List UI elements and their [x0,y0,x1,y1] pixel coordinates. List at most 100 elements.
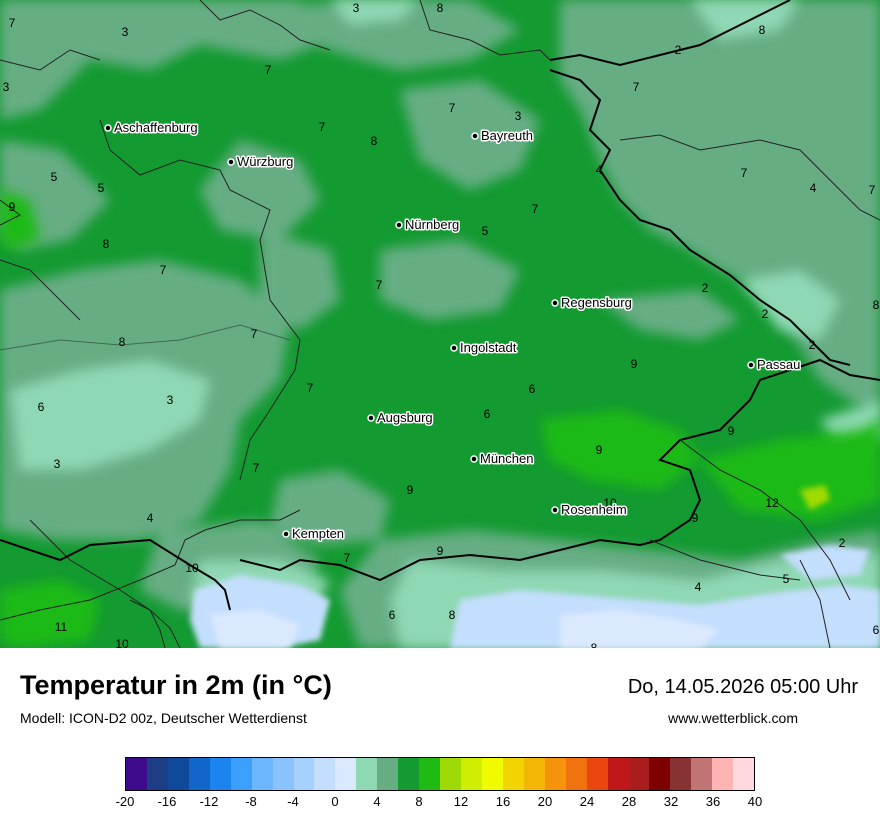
legend-swatch [146,758,168,790]
temperature-value: 2 [702,281,709,295]
temperature-value: 3 [3,80,10,94]
temperature-value: 7 [376,278,383,292]
temperature-map: 7 3 3 8 8 3 7 2 7 7 3 7 8 7 5 5 4 7 4 7 9 7 5 8 7 7 2 8 2 7 8 2 9 7 6 3 6 6 9 9… [0,0,880,648]
city-dot [104,124,112,132]
temperature-value: 5 [51,170,58,184]
legend-tick-label: -8 [245,794,257,809]
legend-swatch [272,758,294,790]
temperature-value: 3 [353,1,360,15]
city-label: Augsburg [377,410,433,425]
temperature-value: 7 [869,183,876,197]
legend-swatch [523,758,545,790]
legend-swatch [188,758,210,790]
legend-swatch [398,758,420,790]
temperature-value: 8 [759,23,766,37]
legend-swatch [628,758,650,790]
city-rosenheim: Rosenheim [551,501,628,519]
city-aschaffenburg: Aschaffenburg [104,119,199,137]
legend-swatch [377,758,399,790]
legend-tick-label: 0 [331,794,339,809]
temperature-value: 10 [185,561,199,575]
legend-tick-label: 20 [537,794,553,809]
temperature-value: 12 [765,496,779,510]
color-legend [125,757,755,791]
temperature-value: 4 [596,163,603,177]
legend-tick-label: -20 [115,794,135,809]
temperature-value: 7 [253,461,260,475]
legend-swatch [607,758,629,790]
legend-swatch [565,758,587,790]
legend-swatch [126,758,147,790]
temperature-value: 5 [783,572,790,586]
temperature-value: 9 [437,544,444,558]
legend-tick-label: 28 [621,794,637,809]
footer: Temperatur in 2m (in °C) Modell: ICON-D2… [0,648,880,830]
city-dot [747,361,755,369]
temperature-value: 8 [119,335,126,349]
city-label: Passau [757,357,800,372]
legend-swatch [335,758,357,790]
legend-tick-label: 16 [495,794,511,809]
temperature-value: 9 [631,357,638,371]
temperature-value: 6 [484,407,491,421]
legend-swatch [251,758,273,790]
temperature-value: 9 [692,511,699,525]
temperature-value: 10 [115,637,129,648]
legend-tick-label: 32 [663,794,679,809]
temperature-value: 5 [482,224,489,238]
legend-swatch [293,758,315,790]
legend-tick-label: -4 [287,794,299,809]
temperature-value: 9 [728,424,735,438]
temperature-value: 7 [170,121,177,135]
temperature-value: 2 [839,536,846,550]
temperature-value: 8 [873,298,880,312]
city-label: Ingolstadt [460,340,517,355]
city-dot [450,344,458,352]
city-label: Regensburg [561,295,632,310]
temperature-value: 3 [122,25,129,39]
city-ingolstadt: Ingolstadt [450,339,518,357]
legend-tick-label: 12 [453,794,469,809]
legend-swatch [461,758,482,790]
city-passau: Passau [747,356,802,374]
temperature-value: 11 [55,620,68,634]
city-regensburg: Regensburg [551,294,633,312]
temperature-value: 3 [54,457,61,471]
temperature-value: 8 [591,641,598,648]
legend-swatch [502,758,524,790]
city-label: Rosenheim [561,502,627,517]
city-label: München [480,451,533,466]
legend-swatch [167,758,189,790]
temperature-value: 5 [98,181,105,195]
borders [0,0,880,648]
legend-swatch [712,758,734,790]
legend-swatch [544,758,566,790]
legend-swatch [230,758,252,790]
legend-tick-label: 36 [705,794,721,809]
temperature-value: 7 [9,16,16,30]
map-title: Temperatur in 2m (in °C) [20,670,332,700]
legend-tick-label: 8 [415,794,423,809]
legend-swatch [440,758,461,790]
temperature-value: 7 [307,381,314,395]
city-mnchen: München [470,450,535,468]
temperature-value: 7 [319,120,326,134]
legend-tick-label: 4 [373,794,381,809]
temperature-value: 9 [596,443,603,457]
legend-swatch [419,758,441,790]
temperature-value: 7 [160,263,167,277]
city-augsburg: Augsburg [367,409,434,427]
temperature-value: 9 [407,483,414,497]
city-dot [551,506,559,514]
city-dot [227,158,235,166]
temperature-value: 2 [809,338,816,352]
city-dot [367,414,375,422]
temperature-value: 8 [103,237,110,251]
city-kempten: Kempten [282,525,346,543]
legend-swatch [649,758,671,790]
temperature-value: 7 [251,327,258,341]
temperature-value: 6 [873,623,880,637]
website-link[interactable]: www.wetterblick.com [668,710,798,726]
temperature-value: 6 [38,400,45,414]
city-label: Aschaffenburg [114,120,198,135]
